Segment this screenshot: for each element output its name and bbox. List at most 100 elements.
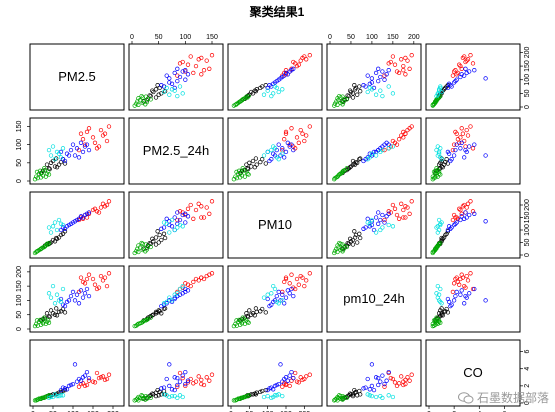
data-point (196, 278, 201, 283)
data-point (90, 379, 96, 384)
data-point (132, 250, 137, 256)
data-point (136, 321, 141, 327)
data-point (274, 85, 279, 91)
data-point (464, 273, 469, 279)
data-point (100, 374, 106, 379)
data-point (409, 199, 414, 204)
data-point (153, 87, 159, 92)
data-point (50, 311, 56, 316)
data-point (62, 303, 68, 309)
data-point (291, 147, 296, 153)
data-point (358, 392, 363, 397)
data-point (463, 59, 468, 65)
data-point (405, 375, 410, 380)
data-point (459, 140, 464, 145)
data-point (252, 313, 257, 318)
data-point (463, 285, 468, 290)
data-point (282, 137, 287, 142)
data-point (463, 66, 468, 71)
data-point (86, 378, 92, 383)
data-point (271, 151, 276, 156)
data-point (62, 226, 68, 231)
data-point (82, 383, 88, 389)
data-point (276, 142, 281, 147)
data-point (231, 103, 237, 108)
data-point (46, 225, 52, 230)
data-point (350, 242, 356, 247)
data-point (58, 155, 64, 160)
data-point (164, 216, 169, 221)
tick-label: 150 (387, 34, 399, 41)
data-point (62, 229, 68, 234)
data-point (263, 310, 268, 315)
data-point (384, 72, 389, 77)
data-point (86, 375, 92, 381)
data-point (139, 240, 144, 246)
data-point (54, 313, 60, 318)
data-point (459, 214, 464, 219)
data-point (180, 91, 185, 96)
data-point (445, 85, 451, 91)
data-point (347, 88, 353, 93)
data-point (191, 70, 196, 76)
data-point (86, 147, 92, 153)
data-point (84, 286, 90, 292)
data-point (468, 271, 473, 276)
tick-label: 0 (16, 327, 23, 331)
data-point (367, 155, 372, 160)
data-point (365, 376, 370, 382)
data-point (201, 215, 207, 220)
data-point (267, 303, 272, 309)
data-point (90, 135, 96, 140)
data-point (439, 220, 444, 225)
data-point (361, 386, 366, 391)
data-point (352, 161, 357, 166)
data-point (245, 171, 250, 176)
data-point (136, 394, 141, 400)
data-point (52, 301, 58, 306)
data-point (78, 131, 84, 136)
data-point (350, 162, 356, 167)
data-point (293, 370, 298, 376)
data-point (169, 224, 175, 229)
data-point (443, 85, 448, 91)
data-point (39, 318, 44, 324)
data-point (438, 320, 443, 325)
data-point (407, 211, 412, 216)
data-point (376, 221, 381, 226)
data-point (458, 292, 463, 297)
data-point (162, 235, 168, 241)
data-point (180, 224, 185, 229)
data-point (434, 166, 439, 171)
data-point (64, 299, 70, 305)
data-point (430, 323, 435, 329)
data-point (345, 93, 350, 98)
data-point (39, 246, 44, 251)
data-point (464, 205, 469, 210)
data-point (252, 165, 257, 170)
data-point (283, 295, 289, 300)
data-point (265, 296, 270, 302)
data-point (454, 289, 459, 295)
data-point (162, 89, 168, 94)
data-point (451, 153, 457, 158)
data-point (84, 369, 90, 375)
data-point (54, 235, 59, 241)
data-point (207, 211, 212, 216)
panel-frame (128, 265, 224, 333)
data-point (68, 147, 74, 153)
data-point (441, 235, 447, 240)
data-point (392, 140, 398, 145)
data-point (300, 55, 305, 61)
variable-label: PM2.5 (58, 69, 96, 84)
data-point (285, 288, 290, 293)
data-point (458, 217, 463, 223)
data-point (458, 146, 463, 151)
data-point (204, 58, 209, 63)
data-point (280, 151, 285, 156)
data-point (451, 298, 457, 303)
data-point (52, 157, 58, 162)
data-point (298, 375, 303, 380)
data-point (274, 382, 279, 388)
